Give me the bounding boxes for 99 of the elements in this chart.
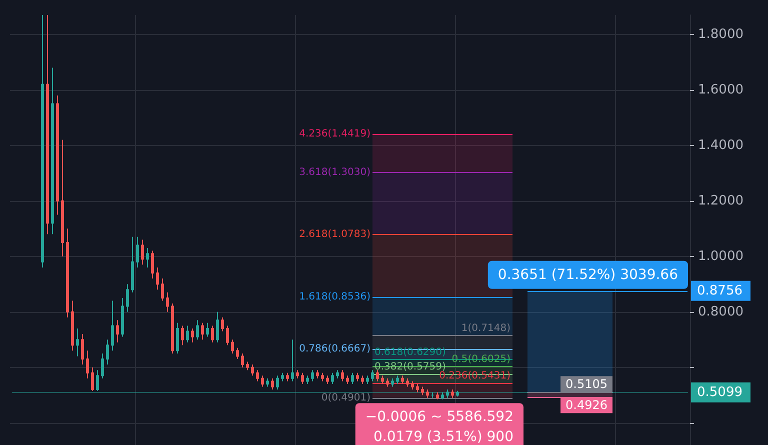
candlestick (406, 378, 409, 388)
candlestick (136, 236, 139, 268)
candlestick (401, 375, 404, 384)
y-tick-label: 1.4000 (698, 138, 744, 153)
candlestick (351, 372, 354, 384)
candlestick (86, 350, 89, 379)
candlestick (371, 370, 374, 382)
candlestick (451, 389, 454, 398)
candlestick (426, 389, 429, 398)
candlestick (176, 322, 179, 354)
candlestick (101, 352, 104, 379)
candlestick (201, 322, 204, 340)
candlestick (161, 278, 164, 302)
candlestick (146, 248, 149, 268)
ref-line-label: 2.618(1.0783) (299, 229, 371, 240)
ref-line-label: 1.618(0.8536) (299, 291, 371, 302)
y-tick-label: 1.6000 (698, 82, 744, 98)
y-tick-label: 1.2000 (698, 193, 744, 208)
candlestick (331, 372, 334, 384)
candlestick (306, 375, 309, 384)
candlestick (71, 300, 74, 352)
candlestick (191, 328, 194, 343)
candlestick (116, 320, 119, 343)
candlestick (66, 228, 69, 318)
candlestick (196, 320, 199, 340)
candlestick (211, 325, 214, 343)
candlestick (356, 372, 359, 382)
candlestick (166, 292, 169, 312)
ref-line-label: 0.8756 (697, 283, 742, 298)
candlestick (141, 239, 144, 266)
candlestick (391, 378, 394, 388)
candlestick (286, 372, 289, 382)
candlestick (266, 378, 269, 388)
candlestick (346, 375, 349, 384)
candlestick (231, 339, 234, 354)
candlestick (111, 300, 114, 352)
band-label: 0.3651 (71.52%) 3039.66 (498, 266, 678, 283)
candlestick (61, 139, 64, 257)
ref-line-label: 0.618(0.6290) (374, 346, 446, 358)
candlestick (336, 370, 339, 379)
candlestick (326, 375, 329, 384)
candlestick (171, 303, 174, 354)
candlestick (91, 366, 94, 392)
candlestick (181, 325, 184, 346)
candlestick (271, 378, 274, 390)
candlestick (156, 266, 159, 290)
candlestick (206, 322, 209, 338)
candlestick (251, 364, 254, 376)
candlestick (226, 325, 229, 346)
ref-line-label: 0.4926 (566, 398, 608, 412)
ref-line-label: 4.236(1.4419) (299, 128, 371, 140)
candlestick (121, 297, 124, 338)
y-tick-label: 1.0000 (698, 248, 744, 264)
candlestick (376, 370, 379, 382)
candlestick (236, 347, 239, 360)
candlestick (381, 375, 384, 384)
candlestick (221, 316, 224, 332)
ref-line-label: 0(0.4901) (321, 392, 371, 404)
ref-line-label: 0.5105 (566, 377, 608, 392)
candlestick (436, 392, 439, 400)
candlestick (366, 375, 369, 384)
candlestick (316, 370, 319, 379)
candlestick (291, 339, 294, 382)
candlestick (76, 328, 79, 357)
y-tick-label: 1.8000 (698, 26, 744, 42)
candlestick (186, 325, 189, 343)
ref-line-label: 3.618(1.3030) (299, 166, 371, 178)
candlestick (241, 352, 244, 368)
candlestick (396, 375, 399, 384)
candlestick (341, 370, 344, 382)
candlestick (261, 375, 264, 388)
band-label: −0.0006 ~ 5586.592 0.0179 (3.51%) 900 (365, 409, 514, 445)
candlestick (51, 67, 54, 235)
candlestick (81, 334, 84, 366)
ref-line-label: 0.786(0.6667) (299, 343, 371, 354)
candlestick (411, 380, 414, 390)
candlestick (281, 372, 284, 382)
candlestick (151, 250, 154, 280)
candlestick (301, 372, 304, 384)
candlestick (416, 383, 419, 393)
candlestick (321, 372, 324, 382)
candlestick (46, 14, 49, 235)
candlestick (296, 370, 299, 379)
candlestick (246, 361, 249, 371)
candlestick (106, 339, 109, 366)
ref-line-label: 1(0.7148) (461, 322, 511, 334)
candlestick (126, 284, 129, 312)
candlestick (256, 370, 259, 382)
candlestick (421, 386, 424, 396)
y-tick-label: 0.8000 (698, 304, 744, 320)
candlestick (131, 236, 134, 293)
candlestick (41, 14, 44, 268)
candlestick (361, 375, 364, 384)
candlestick (216, 311, 219, 343)
candlestick (386, 378, 389, 388)
candlestick (311, 370, 314, 382)
candlestick (276, 375, 279, 390)
candlestick (56, 94, 59, 216)
ref-line-label: 0.5099 (697, 384, 742, 400)
